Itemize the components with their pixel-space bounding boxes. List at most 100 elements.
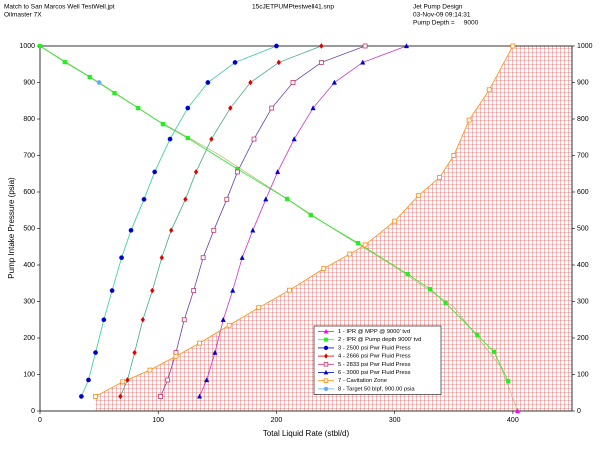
data-point	[118, 393, 123, 400]
data-point	[405, 271, 410, 277]
y2-tick-label: 0	[577, 408, 581, 415]
cavitation-hatch	[95, 46, 572, 411]
data-point	[360, 59, 366, 65]
data-point	[427, 286, 433, 292]
series-line	[81, 45, 277, 397]
y2-tick-label: 600	[577, 189, 589, 196]
data-point	[167, 136, 173, 142]
data-point	[62, 59, 67, 65]
header-left: Oilmaster 7X	[4, 12, 42, 19]
header-center: 15cJETPUMPtestwell41.snp	[252, 4, 334, 11]
series-line	[160, 45, 366, 397]
data-point	[87, 74, 92, 80]
y2-tick-label: 100	[577, 371, 589, 378]
data-point	[319, 43, 324, 49]
y-tick-label: 1000	[19, 43, 35, 50]
data-point	[515, 408, 521, 414]
y-tick-label: 900	[23, 79, 35, 86]
y-axis-label: Pump Intake Pressure (psia)	[7, 177, 16, 279]
data-point	[185, 135, 190, 141]
y-tick-label: 100	[23, 371, 35, 378]
data-point	[165, 377, 171, 383]
data-point	[275, 169, 281, 175]
data-point	[79, 394, 84, 399]
data-point	[347, 251, 353, 257]
y-tick-label: 600	[23, 189, 35, 196]
y-tick-label: 200	[23, 335, 35, 342]
data-point	[331, 79, 337, 85]
data-point	[181, 317, 187, 323]
y-tick-label: 500	[23, 225, 35, 232]
data-point	[209, 136, 214, 142]
data-point	[506, 378, 511, 384]
data-point	[224, 196, 230, 202]
header-right: Pump Depth = 9000	[413, 20, 479, 27]
data-point	[251, 136, 257, 142]
data-point	[232, 60, 238, 65]
data-point	[308, 212, 313, 218]
data-point	[37, 43, 43, 49]
data-point	[466, 117, 472, 123]
data-point	[226, 322, 232, 328]
data-point	[321, 266, 327, 272]
y2-tick-label: 500	[577, 225, 589, 232]
data-point	[269, 105, 275, 111]
data-point	[152, 169, 158, 175]
y2-tick-label: 1000	[577, 43, 593, 50]
data-point	[256, 305, 262, 311]
data-point	[263, 196, 269, 202]
data-point	[211, 227, 217, 233]
data-point	[185, 105, 191, 111]
x-tick-label: 0	[38, 417, 42, 424]
data-point	[355, 240, 361, 246]
legend-marker	[323, 378, 329, 383]
legend-marker	[323, 362, 329, 367]
data-point	[159, 254, 164, 261]
data-point	[120, 379, 126, 385]
legend-label: 5 - 2833 psi Pwr Fluid Press	[338, 362, 411, 368]
data-point	[112, 90, 117, 96]
y-tick-label: 800	[23, 116, 35, 123]
legend-label: 8 - Target 50 blpf, 900.00 psia	[338, 386, 415, 392]
data-point	[141, 196, 147, 202]
y-tick-label: 700	[23, 152, 35, 159]
data-point	[197, 393, 203, 399]
series-line	[120, 45, 322, 397]
data-point	[491, 349, 497, 355]
legend-marker	[323, 328, 329, 334]
data-point	[128, 227, 134, 233]
legend-marker	[323, 386, 329, 392]
data-point	[443, 300, 448, 306]
data-point	[451, 153, 457, 158]
data-point	[150, 287, 155, 294]
y2-tick-label: 700	[577, 152, 589, 159]
data-point	[415, 193, 421, 199]
y2-tick-label: 800	[577, 116, 589, 123]
data-point	[437, 174, 442, 180]
data-point	[392, 218, 398, 224]
data-point	[362, 43, 368, 49]
header-right: 03-Nov-09 09:14:31	[413, 12, 471, 19]
data-point	[193, 169, 199, 175]
y-tick-label: 400	[23, 262, 35, 269]
legend-label: 1 - IPR @ MPP @ 9000' tvd	[338, 329, 410, 335]
data-point	[93, 393, 98, 399]
data-point	[205, 80, 211, 85]
data-point	[284, 196, 290, 202]
header-left: Match to San Marcos Well TestWell.jpt	[4, 4, 115, 11]
x-axis-label: Total Liquid Rate (stbl/d)	[263, 429, 350, 438]
data-point	[212, 349, 218, 355]
data-point	[204, 377, 210, 383]
legend-label: 3 - 2500 psi Pwr Fluid Press	[338, 345, 411, 351]
series-line	[199, 45, 407, 397]
data-point	[96, 80, 102, 85]
data-point	[274, 43, 279, 49]
data-point	[248, 79, 253, 86]
legend-label: 7 - Cavitation Zone	[338, 378, 387, 384]
x-tick-label: 100	[152, 417, 164, 424]
data-point	[290, 80, 296, 85]
data-point	[169, 227, 174, 234]
data-point	[291, 136, 297, 142]
data-point	[147, 367, 153, 373]
y-tick-label: 300	[23, 298, 35, 305]
